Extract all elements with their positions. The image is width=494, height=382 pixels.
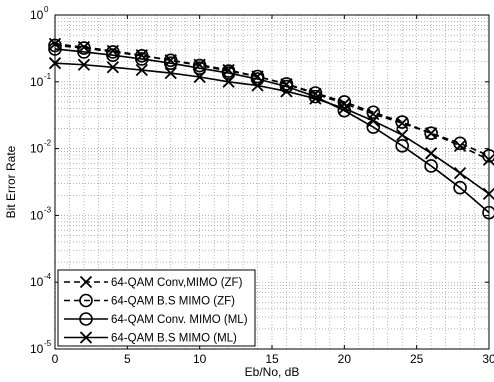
y-tick-base: 10	[30, 8, 44, 22]
y-tick-base: 10	[30, 75, 44, 89]
data-point	[106, 45, 120, 59]
data-point	[367, 114, 380, 128]
legend-label: 64-QAM B.S MIMO (ZF)	[111, 296, 235, 308]
legend-marker	[79, 275, 93, 289]
data-point	[424, 147, 438, 160]
y-tick-label: 10 -3	[30, 205, 52, 222]
y-tick-base: 10	[30, 142, 44, 156]
x-tick-labels: 0 5 10 15 20 25 30	[52, 352, 494, 366]
data-point	[396, 128, 409, 142]
y-tick-exponent: -5	[44, 339, 52, 348]
y-axis-label: Bit Error Rate	[4, 145, 18, 218]
data-point	[135, 63, 148, 77]
y-tick-exponent: -2	[44, 139, 52, 148]
y-tick-base: 10	[30, 275, 44, 289]
legend-entry: 64-QAM Conv. MIMO (ML)	[64, 312, 248, 326]
y-tick-label: 10 0	[30, 5, 49, 22]
data-point	[135, 52, 149, 66]
y-tick-label: 10 -5	[30, 339, 52, 356]
data-point	[222, 75, 235, 88]
legend-marker	[79, 331, 93, 344]
data-point	[424, 127, 438, 140]
data-point	[77, 45, 91, 59]
legend-label: 64-QAM B.S MIMO (ML)	[111, 333, 237, 345]
data-point	[192, 61, 207, 75]
data-point	[424, 159, 438, 173]
y-tick-exponent: 0	[44, 5, 49, 14]
data-point	[251, 79, 264, 92]
series-line	[54, 44, 490, 157]
legend-marker	[79, 312, 93, 326]
data-point	[395, 139, 410, 153]
x-tick-label: 15	[265, 352, 279, 366]
legend-label: 64-QAM Conv,MIMO (ZF)	[111, 277, 243, 289]
legend-entry: 64-QAM Conv,MIMO (ZF)	[64, 275, 243, 289]
y-tick-label: 10 -1	[30, 72, 52, 89]
data-point	[424, 126, 438, 141]
legend: 64-QAM Conv,MIMO (ZF) 64-QAM B.S MIMO (ZF…	[57, 269, 256, 347]
data-point	[338, 102, 351, 115]
x-tick-label: 10	[193, 352, 207, 366]
y-tick-exponent: -1	[44, 72, 52, 81]
legend-entry: 64-QAM B.S MIMO (ZF)	[64, 293, 235, 308]
data-point	[77, 58, 91, 71]
series-layer	[48, 37, 494, 220]
data-point	[453, 180, 467, 195]
data-point	[77, 41, 91, 55]
data-point	[395, 115, 410, 129]
series-line	[54, 48, 490, 214]
data-point	[106, 48, 120, 63]
legend-entry: 64-QAM B.S MIMO (ML)	[64, 331, 237, 345]
data-point	[164, 66, 177, 80]
data-point	[453, 166, 467, 180]
x-axis-label: Eb/No, dB	[245, 365, 300, 379]
data-point	[280, 85, 293, 98]
data-point	[106, 61, 120, 74]
legend-box	[57, 269, 256, 347]
data-point	[221, 66, 236, 80]
legend-marker	[79, 293, 93, 308]
data-point	[163, 56, 178, 70]
y-tick-label: 10 -4	[30, 272, 52, 289]
y-tick-label: 10 -2	[30, 139, 52, 156]
grid	[55, 15, 489, 349]
x-tick-label: 25	[410, 352, 424, 366]
x-tick-label: 30	[482, 352, 494, 366]
y-tick-exponent: -4	[44, 272, 52, 281]
x-tick-label: 5	[124, 352, 131, 366]
data-point	[453, 136, 467, 151]
data-point	[366, 105, 381, 120]
y-tick-base: 10	[30, 342, 44, 356]
y-tick-exponent: -3	[44, 205, 52, 214]
data-point	[309, 92, 322, 105]
data-point	[193, 70, 206, 84]
x-tick-label: 0	[52, 352, 59, 366]
series-line	[54, 62, 490, 195]
x-tick-label: 20	[338, 352, 352, 366]
y-tick-base: 10	[30, 208, 44, 222]
legend-label: 64-QAM Conv. MIMO (ML)	[111, 314, 248, 326]
